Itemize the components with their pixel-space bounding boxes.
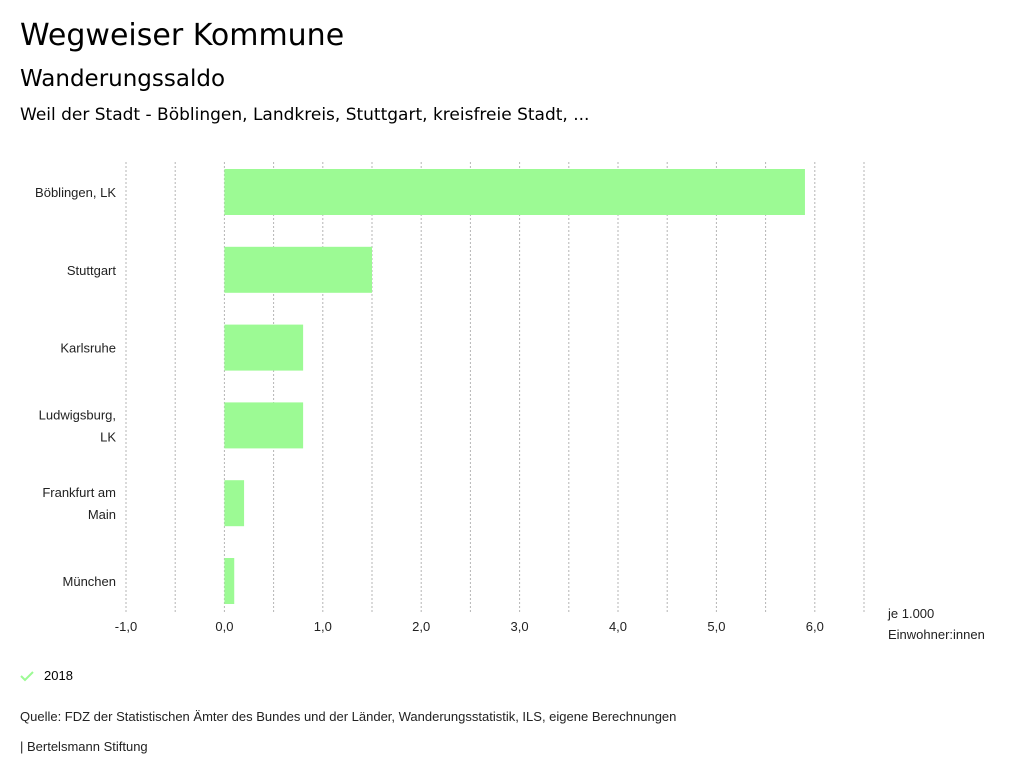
bar bbox=[224, 246, 372, 293]
x-tick-label: 6,0 bbox=[806, 619, 824, 634]
category-label: Stuttgart bbox=[67, 263, 117, 278]
legend-label: 2018 bbox=[44, 668, 73, 683]
category-label: Frankfurt am Main bbox=[42, 485, 116, 522]
legend-item-2018[interactable]: 2018 bbox=[20, 668, 73, 683]
brand-note: | Bertelsmann Stiftung bbox=[20, 739, 148, 754]
category-label: Böblingen, LK bbox=[35, 185, 116, 200]
x-tick-label: 0,0 bbox=[215, 619, 233, 634]
category-label: München bbox=[63, 574, 116, 589]
x-tick-label: 5,0 bbox=[707, 619, 725, 634]
x-tick-label: 1,0 bbox=[314, 619, 332, 634]
x-tick-label: 4,0 bbox=[609, 619, 627, 634]
category-label: Karlsruhe bbox=[60, 341, 116, 356]
bar bbox=[224, 558, 235, 604]
bar bbox=[224, 402, 304, 449]
region-title: Weil der Stadt - Böblingen, Landkreis, S… bbox=[20, 105, 590, 125]
category-label: Ludwigsburg, LK bbox=[39, 407, 117, 444]
bar-chart: Böblingen, LK Stuttgart Karlsruhe Ludwigsbu… bbox=[35, 162, 985, 642]
check-icon bbox=[20, 670, 34, 681]
bar bbox=[224, 169, 805, 215]
bar bbox=[224, 480, 245, 527]
page-title: Wegweiser Kommune bbox=[20, 18, 345, 53]
bar bbox=[224, 324, 304, 371]
x-tick-label: 3,0 bbox=[511, 619, 529, 634]
x-axis-label: Einwohner:innen bbox=[888, 627, 985, 642]
x-tick-label: -1,0 bbox=[115, 619, 137, 634]
x-axis-label: je 1.000 bbox=[887, 606, 934, 621]
source-note: Quelle: FDZ der Statistischen Ämter des … bbox=[20, 709, 677, 724]
chart-subtitle: Wanderungssaldo bbox=[20, 66, 226, 92]
x-tick-label: 2,0 bbox=[412, 619, 430, 634]
